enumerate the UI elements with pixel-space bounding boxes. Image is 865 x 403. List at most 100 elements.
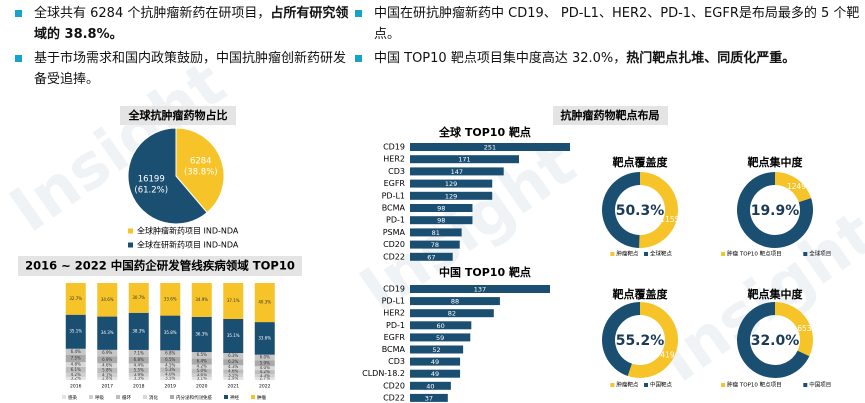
- bar: [410, 216, 473, 225]
- bar: [410, 167, 504, 176]
- legend-swatch: [224, 395, 228, 399]
- value-label: 67: [427, 253, 435, 261]
- legend-label: 肿瘤靶点: [616, 250, 639, 258]
- bullet-bold: 热门靶点扎堆、同质化严重。: [626, 51, 796, 66]
- segment-label: 6.5%: [197, 352, 207, 357]
- segment-label: 6.4%: [71, 349, 81, 354]
- y-tick-label: CLDN-18.2: [362, 369, 405, 378]
- bar-segment: [191, 358, 212, 365]
- bar-segment: [254, 366, 275, 371]
- legend-swatch: [128, 228, 133, 234]
- bar-segment: [97, 363, 118, 368]
- segment-label: 4.2%: [197, 364, 207, 369]
- segment-label: 4.6%: [228, 369, 238, 374]
- x-tick-label: 2021: [228, 384, 240, 390]
- bar-segment: [223, 377, 244, 380]
- bar: [410, 381, 451, 390]
- segment-label: 37.1%: [227, 298, 240, 303]
- bar: [410, 143, 570, 151]
- y-tick-label: PSMA: [383, 228, 406, 237]
- segment-label: 5.8%: [102, 367, 112, 372]
- bar-segment: [97, 356, 118, 364]
- legend-swatch: [89, 395, 93, 399]
- bar-segment: [191, 364, 212, 369]
- bar-segment: [128, 367, 149, 374]
- bar-segment: [65, 362, 86, 367]
- pie-slice: [127, 127, 208, 225]
- legend-swatch: [197, 395, 201, 399]
- bullet: 中国在研抗肿瘤新药中 CD19、 PD-L1、HER2、PD-1、EGFR是布局…: [352, 3, 864, 45]
- chart-title: 2016 ~ 2022 中国药企研发管线疾病领域 TOP10: [25, 259, 295, 273]
- donut-rest: [737, 302, 810, 378]
- value-label: 137: [474, 286, 486, 294]
- legend-label: 神经: [230, 394, 239, 401]
- segment-label: 4.2%: [71, 372, 81, 377]
- segment-label: 5.5%: [134, 367, 144, 372]
- bar: [410, 393, 448, 402]
- segment-label: 32.7%: [69, 296, 82, 301]
- donut-share: [627, 302, 678, 378]
- segment-label: 3.9%: [134, 372, 144, 377]
- legend-label: 肿瘤靶点: [616, 381, 639, 389]
- x-tick-label: 2018: [133, 384, 145, 390]
- donut-share: [775, 172, 812, 203]
- value-label: 98: [437, 205, 445, 213]
- y-tick-label: PD-1: [386, 216, 405, 225]
- value-label: 171: [458, 156, 470, 164]
- legend-swatch: [803, 252, 808, 256]
- bar-segment: [97, 316, 118, 350]
- value-label: 98: [437, 217, 445, 225]
- legend-swatch: [251, 395, 255, 399]
- legend-label: 全球在研新药项目 IND-NDA: [137, 240, 239, 250]
- bar-segment: [254, 354, 275, 361]
- segment-label: 6.8%: [165, 351, 175, 356]
- donut-center: 19.9%: [751, 203, 800, 219]
- segment-label: 4.8%: [71, 362, 81, 367]
- segment-label: 7.1%: [134, 350, 144, 355]
- bar-segment: [128, 312, 149, 350]
- chart-title: 靶点覆盖度: [613, 287, 669, 301]
- value-label: 37: [425, 394, 433, 402]
- segment-label: 5.3%: [165, 367, 175, 372]
- donut-count: 1155: [660, 215, 679, 224]
- bar-segment: [65, 372, 86, 377]
- bar-segment: [160, 350, 181, 357]
- donut-center: 50.3%: [616, 203, 665, 219]
- y-tick-label: CD22: [383, 252, 405, 261]
- bar-segment: [65, 314, 86, 349]
- bar-segment: [97, 373, 118, 378]
- legend-swatch: [803, 383, 808, 387]
- slice-value: 6284: [190, 156, 212, 166]
- value-label: 147: [451, 168, 463, 176]
- y-tick-label: PD-L1: [382, 191, 405, 200]
- bar: [410, 285, 550, 293]
- bar-segment: [97, 349, 118, 357]
- segment-label: 40.3%: [258, 300, 271, 305]
- bar-segment: [128, 349, 149, 357]
- bar-segment: [97, 283, 118, 317]
- legend-label: 肿瘤: [257, 394, 266, 401]
- x-tick-label: 2017: [102, 384, 114, 390]
- bar: [410, 228, 462, 237]
- legend-swatch: [721, 383, 726, 387]
- title-box: [553, 106, 668, 125]
- bar: [410, 179, 493, 188]
- segment-label: 2.7%: [260, 376, 270, 381]
- segment-label: 7.5%: [71, 356, 81, 361]
- bar-segment: [223, 353, 244, 360]
- bar-segment: [254, 374, 275, 378]
- bar-segment: [65, 348, 86, 355]
- bar: [410, 252, 453, 261]
- legend-label: 感染: [68, 394, 77, 401]
- segment-label: 3.3%: [260, 373, 270, 378]
- legend-label: 内分泌和代谢: [176, 394, 203, 401]
- chart-title: 全球抗肿瘤药物占比: [128, 108, 228, 122]
- bar-segment: [160, 376, 181, 380]
- bar: [410, 191, 493, 200]
- bar: [410, 155, 520, 164]
- legend-label: 肿瘤 TOP10 靶点项目: [727, 250, 782, 258]
- bar-segment: [128, 363, 149, 368]
- bar: [410, 297, 500, 306]
- segment-label: 6.9%: [102, 350, 112, 355]
- bar-segment: [160, 363, 181, 368]
